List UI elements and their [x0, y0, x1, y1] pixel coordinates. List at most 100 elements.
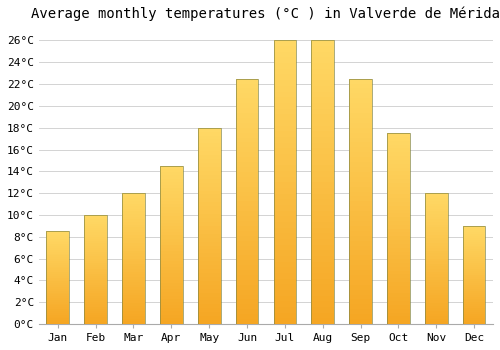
Bar	[160, 178, 182, 182]
Bar	[274, 313, 296, 318]
Bar	[236, 260, 258, 265]
Bar	[387, 309, 410, 313]
Bar	[425, 266, 448, 269]
Bar	[198, 241, 220, 245]
Bar	[122, 211, 145, 214]
Bar	[122, 245, 145, 248]
Bar	[84, 248, 107, 250]
Bar	[387, 156, 410, 160]
Bar	[84, 259, 107, 261]
Bar	[274, 318, 296, 324]
Bar	[236, 147, 258, 152]
Bar	[84, 222, 107, 224]
Bar	[198, 312, 220, 316]
Bar	[425, 222, 448, 225]
Bar	[312, 126, 334, 131]
Bar	[274, 250, 296, 256]
Bar	[387, 240, 410, 244]
Bar	[312, 211, 334, 216]
Bar	[46, 246, 69, 248]
Bar	[160, 270, 182, 273]
Bar	[84, 239, 107, 241]
Bar	[274, 91, 296, 97]
Bar	[349, 167, 372, 172]
Bar	[198, 187, 220, 190]
Bar	[236, 295, 258, 300]
Bar	[274, 273, 296, 279]
Bar	[274, 41, 296, 324]
Bar	[349, 98, 372, 103]
Bar	[84, 237, 107, 239]
Bar	[312, 216, 334, 222]
Bar	[160, 295, 182, 299]
Bar	[198, 128, 220, 324]
Bar	[198, 285, 220, 289]
Bar	[46, 294, 69, 296]
Bar	[274, 245, 296, 250]
Bar	[122, 243, 145, 245]
Bar	[387, 232, 410, 236]
Bar	[387, 267, 410, 271]
Bar	[236, 245, 258, 250]
Bar	[236, 133, 258, 138]
Bar	[122, 274, 145, 277]
Bar	[312, 176, 334, 182]
Bar	[160, 217, 182, 220]
Bar	[274, 279, 296, 284]
Bar	[46, 263, 69, 265]
Bar	[84, 322, 107, 324]
Bar	[198, 135, 220, 140]
Bar	[463, 269, 485, 271]
Bar	[387, 206, 410, 210]
Bar	[463, 250, 485, 251]
Bar	[312, 120, 334, 126]
Bar	[463, 304, 485, 306]
Bar	[122, 306, 145, 308]
Bar	[160, 201, 182, 204]
Bar	[425, 314, 448, 316]
Bar	[46, 256, 69, 257]
Bar	[236, 304, 258, 309]
Bar	[463, 302, 485, 304]
Bar	[274, 228, 296, 233]
Bar	[425, 240, 448, 243]
Bar	[122, 235, 145, 238]
Bar	[349, 152, 372, 157]
Bar	[425, 235, 448, 238]
Bar	[425, 193, 448, 324]
Bar	[160, 242, 182, 245]
Bar	[160, 305, 182, 308]
Bar	[46, 290, 69, 293]
Bar	[122, 287, 145, 290]
Bar	[160, 220, 182, 223]
Bar	[312, 80, 334, 86]
Bar	[274, 205, 296, 211]
Bar	[312, 137, 334, 142]
Bar	[274, 137, 296, 142]
Bar	[425, 298, 448, 300]
Bar	[425, 300, 448, 303]
Bar	[122, 311, 145, 314]
Bar	[160, 223, 182, 226]
Bar	[236, 162, 258, 167]
Bar	[463, 314, 485, 316]
Bar	[387, 133, 410, 137]
Title: Average monthly temperatures (°C ) in Valverde de Mérida: Average monthly temperatures (°C ) in Va…	[32, 7, 500, 21]
Bar	[84, 289, 107, 291]
Bar	[122, 277, 145, 280]
Bar	[274, 46, 296, 52]
Bar	[84, 243, 107, 245]
Bar	[84, 309, 107, 311]
Bar	[274, 126, 296, 131]
Bar	[349, 270, 372, 275]
Bar	[198, 250, 220, 253]
Bar	[274, 301, 296, 307]
Bar	[312, 63, 334, 69]
Bar	[349, 285, 372, 290]
Bar	[236, 182, 258, 187]
Bar	[122, 272, 145, 274]
Bar	[274, 114, 296, 120]
Bar	[198, 253, 220, 257]
Bar	[46, 265, 69, 267]
Bar	[387, 164, 410, 168]
